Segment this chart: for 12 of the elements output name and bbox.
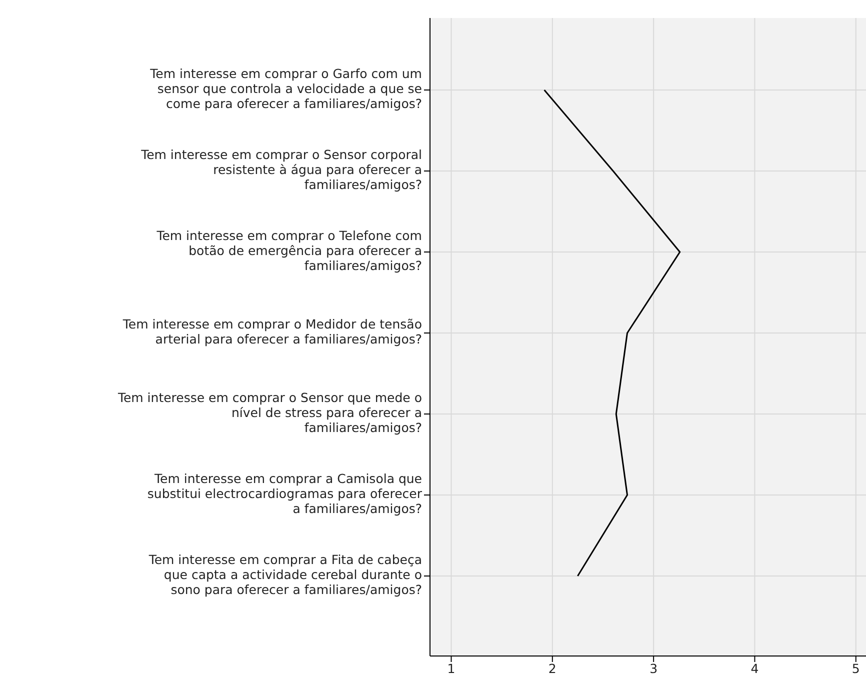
x-tick-label: 3 [650, 660, 658, 676]
y-tick-label: Tem interesse em comprar o Garfo com um sensor que controla a velocidade a que se come para oferecer a familiares/amigos? [149, 66, 422, 112]
x-tick-label: 4 [750, 660, 759, 676]
y-tick-label: Tem interesse em comprar o Medidor de tensão arterial para oferecer a familiares/amigos? [122, 316, 422, 347]
x-tick-label: 5 [852, 660, 860, 676]
y-tick-label: Tem interesse em comprar a Camisola que substitui electrocardiogramas para oferecer a familiares/amigos? [147, 471, 423, 516]
x-tick-label: 2 [548, 660, 556, 676]
y-tick-label: Tem interesse em comprar o Telefone com botão de emergência para oferecer a familiares/amigos? [156, 228, 422, 274]
y-tick-label: Tem interesse em comprar o Sensor que mede o nível de stress para oferecer a familiares/amigos? [116, 390, 422, 436]
y-tick-label: Tem interesse em comprar o Sensor corporal resistente à água para oferecer a familiares/amigos? [140, 147, 422, 192]
x-tick-label: 1 [447, 660, 456, 676]
y-tick-label: Tem interesse em comprar a Fita de cabeça que capta a actividade cerebal durante o sono para oferecer a familiares/amigos? [148, 552, 422, 598]
